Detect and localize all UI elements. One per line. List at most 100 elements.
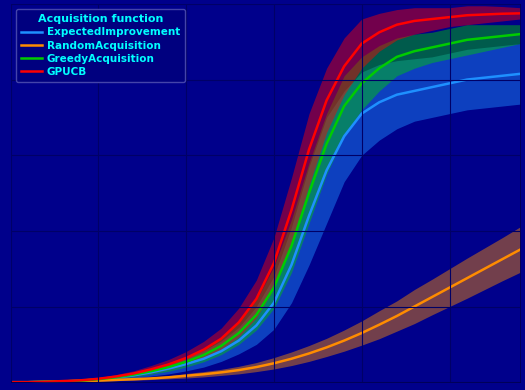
GPUCB: [60, 379, 66, 383]
Legend: ExpectedImprovement, RandomAcquisition, GreedyAcquisition, GPUCB: ExpectedImprovement, RandomAcquisition, …: [16, 9, 185, 82]
GreedyAcquisition: [481, 35, 488, 40]
ExpectedImprovement: [499, 73, 506, 78]
RandomAcquisition: [429, 295, 435, 300]
RandomAcquisition: [183, 374, 189, 378]
ExpectedImprovement: [25, 380, 31, 385]
ExpectedImprovement: [306, 213, 312, 218]
ExpectedImprovement: [60, 379, 66, 384]
GPUCB: [376, 30, 382, 35]
GPUCB: [323, 98, 330, 103]
GPUCB: [236, 320, 242, 325]
GreedyAcquisition: [464, 37, 470, 42]
GPUCB: [464, 13, 470, 18]
GreedyAcquisition: [323, 142, 330, 146]
GPUCB: [78, 378, 84, 383]
ExpectedImprovement: [446, 81, 453, 86]
ExpectedImprovement: [271, 300, 277, 305]
GreedyAcquisition: [499, 34, 506, 38]
RandomAcquisition: [464, 276, 470, 280]
RandomAcquisition: [411, 304, 417, 309]
GreedyAcquisition: [201, 353, 207, 357]
GreedyAcquisition: [341, 104, 348, 108]
GreedyAcquisition: [165, 365, 172, 369]
GreedyAcquisition: [411, 49, 417, 53]
GPUCB: [95, 376, 101, 381]
GPUCB: [429, 17, 435, 21]
RandomAcquisition: [359, 331, 365, 335]
RandomAcquisition: [446, 285, 453, 290]
Line: GPUCB: GPUCB: [10, 13, 520, 382]
ExpectedImprovement: [429, 85, 435, 89]
GreedyAcquisition: [359, 81, 365, 86]
GreedyAcquisition: [394, 55, 400, 59]
ExpectedImprovement: [148, 370, 154, 375]
RandomAcquisition: [288, 356, 295, 361]
GPUCB: [499, 11, 506, 16]
GPUCB: [165, 362, 172, 367]
Line: RandomAcquisition: RandomAcquisition: [10, 250, 520, 382]
GreedyAcquisition: [253, 312, 259, 317]
GreedyAcquisition: [25, 380, 31, 385]
GreedyAcquisition: [288, 244, 295, 248]
ExpectedImprovement: [341, 134, 348, 138]
Line: ExpectedImprovement: ExpectedImprovement: [10, 74, 520, 382]
GreedyAcquisition: [95, 377, 101, 381]
ExpectedImprovement: [113, 375, 119, 380]
GPUCB: [253, 297, 259, 301]
RandomAcquisition: [394, 314, 400, 318]
ExpectedImprovement: [481, 75, 488, 80]
GreedyAcquisition: [429, 45, 435, 50]
GPUCB: [183, 356, 189, 360]
RandomAcquisition: [271, 361, 277, 366]
GPUCB: [25, 380, 31, 385]
GreedyAcquisition: [218, 344, 224, 348]
RandomAcquisition: [201, 372, 207, 377]
RandomAcquisition: [218, 370, 224, 375]
GPUCB: [446, 15, 453, 20]
ExpectedImprovement: [253, 323, 259, 328]
GPUCB: [481, 12, 488, 17]
RandomAcquisition: [113, 378, 119, 382]
GPUCB: [306, 147, 312, 152]
RandomAcquisition: [130, 377, 136, 381]
GPUCB: [148, 367, 154, 372]
GPUCB: [218, 336, 224, 341]
RandomAcquisition: [306, 351, 312, 356]
Line: GreedyAcquisition: GreedyAcquisition: [10, 34, 520, 382]
GreedyAcquisition: [376, 66, 382, 71]
ExpectedImprovement: [411, 89, 417, 93]
ExpectedImprovement: [165, 366, 172, 371]
GPUCB: [359, 41, 365, 46]
ExpectedImprovement: [464, 77, 470, 82]
RandomAcquisition: [236, 368, 242, 372]
RandomAcquisition: [25, 380, 31, 385]
GreedyAcquisition: [183, 360, 189, 364]
GreedyAcquisition: [7, 380, 14, 385]
RandomAcquisition: [253, 365, 259, 369]
GPUCB: [7, 380, 14, 385]
ExpectedImprovement: [359, 111, 365, 116]
ExpectedImprovement: [7, 380, 14, 385]
GreedyAcquisition: [306, 191, 312, 195]
RandomAcquisition: [517, 247, 523, 252]
GreedyAcquisition: [271, 285, 277, 290]
GreedyAcquisition: [60, 379, 66, 384]
GreedyAcquisition: [43, 379, 49, 384]
GPUCB: [43, 379, 49, 384]
GreedyAcquisition: [148, 369, 154, 374]
GPUCB: [411, 19, 417, 23]
GPUCB: [288, 208, 295, 213]
ExpectedImprovement: [218, 349, 224, 353]
RandomAcquisition: [499, 257, 506, 262]
RandomAcquisition: [7, 380, 14, 385]
GPUCB: [517, 11, 523, 16]
RandomAcquisition: [60, 379, 66, 384]
GreedyAcquisition: [517, 32, 523, 37]
ExpectedImprovement: [288, 262, 295, 267]
GPUCB: [341, 64, 348, 69]
GreedyAcquisition: [78, 378, 84, 383]
GreedyAcquisition: [236, 331, 242, 335]
GreedyAcquisition: [446, 41, 453, 46]
ExpectedImprovement: [43, 379, 49, 384]
RandomAcquisition: [78, 379, 84, 383]
